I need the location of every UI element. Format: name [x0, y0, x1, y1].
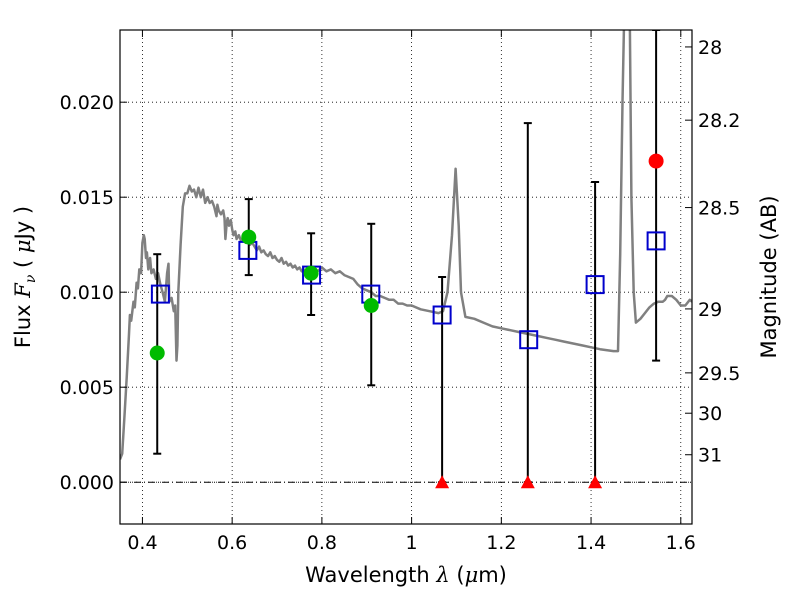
model-spectrum-line [120, 30, 692, 460]
y2-tick-label: 30 [698, 403, 722, 425]
x-tick-label: 0.6 [217, 532, 247, 554]
model-flux-square [646, 231, 666, 251]
model-flux-square [432, 305, 452, 325]
flux-point [149, 345, 165, 361]
flux-point [648, 153, 664, 169]
model-flux-squares [150, 231, 666, 350]
y-tick-label: 0.010 [60, 282, 114, 304]
plot-frame [119, 29, 693, 525]
flux-point [241, 229, 257, 245]
y-tick-label: 0.005 [60, 377, 114, 399]
x-tick-label: 1.6 [666, 532, 696, 554]
y2-tick-label: 28 [698, 37, 722, 59]
x-tick-label: 1.2 [486, 532, 516, 554]
y-tick-label: 0.015 [60, 187, 114, 209]
upper-limit-triangle [435, 475, 450, 489]
y2-tick-label: 29.5 [698, 363, 740, 385]
flux-point [363, 298, 379, 313]
x-tick-label: 0.8 [307, 532, 337, 554]
y2-tick-label: 28.5 [698, 198, 740, 220]
x-axis-title: Wavelength λ (μm) [305, 563, 507, 587]
plot-area [120, 30, 692, 489]
y-axis-title: Flux Fν ( μJy ) [11, 206, 39, 348]
x-tick-label: 1 [406, 532, 418, 554]
upper-limit-triangle [588, 475, 603, 489]
ticks [120, 30, 692, 524]
upper-limit-triangles [435, 475, 603, 489]
model-flux-square [585, 275, 605, 295]
y2-tick-label: 29 [698, 299, 722, 321]
model-flux-square [150, 284, 170, 304]
x-tick-label: 0.4 [127, 532, 157, 554]
y-tick-label: 0.020 [60, 92, 114, 114]
y2-axis-title: Magnitude (AB) [757, 195, 781, 358]
y-tick-label: 0.000 [60, 472, 114, 494]
tick-labels: 0.4 0.6 0.8 1 1.2 1.4 1.6 0.000 0.005 0.010 0.015 0… [60, 37, 741, 554]
y2-tick-label: 31 [698, 445, 722, 467]
observed-flux-circles [149, 153, 664, 361]
y2-tick-label: 28.2 [698, 110, 740, 132]
flux-point [303, 265, 319, 281]
x-tick-label: 1.4 [576, 532, 606, 554]
model-flux-square [519, 330, 539, 350]
plot-background [120, 30, 692, 524]
upper-limit-triangle [520, 475, 535, 489]
